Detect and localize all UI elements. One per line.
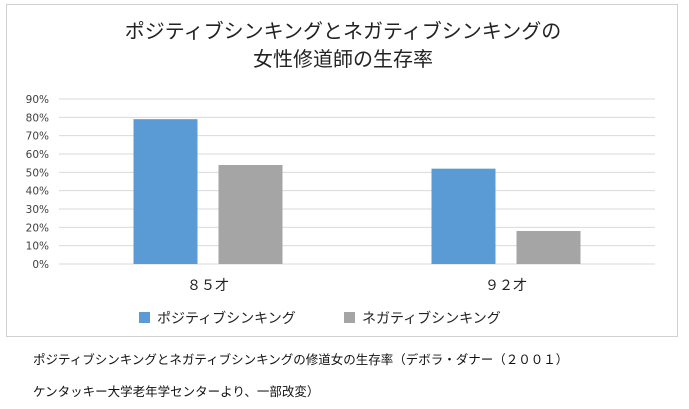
legend-swatch [139,312,150,323]
y-tick-label: 40% [26,186,49,198]
y-tick-label: 70% [26,131,49,143]
legend-swatch [344,312,355,323]
y-tick-label: 90% [26,94,49,106]
y-tick-label: 80% [26,112,49,124]
bar [218,165,283,264]
chart-frame: ポジティブシンキングとネガティブシンキングの 女性修道師の生存率 0% 10% 20% 3… [6,4,678,337]
y-tick-label: 0% [32,259,49,271]
bar [516,231,581,264]
legend-label: ネガティブシンキング [362,310,501,327]
y-tick-label: 20% [26,222,49,234]
y-tick-label: 10% [26,241,49,253]
source-caption-line-1: ポジティブシンキングとネガティブシンキングの修道女の生存率（デボラ・ダナー（２０… [33,352,569,367]
y-tick-label: 50% [26,167,49,179]
x-category-label: ９２才 [485,278,527,294]
y-tick-label: 60% [26,149,49,161]
x-category-label: ８５才 [187,278,229,294]
source-caption-line-2: ケンタッキー大学老年学センターより、一部改変） [33,384,320,399]
y-tick-label: 30% [26,204,49,216]
legend-label: ポジティブシンキング [157,310,296,327]
bar [133,119,198,265]
chart-title-line: 女性修道師の生存率 [253,47,433,71]
chart-title-line: ポジティブシンキングとネガティブシンキングの [125,19,561,43]
bar [431,168,496,264]
